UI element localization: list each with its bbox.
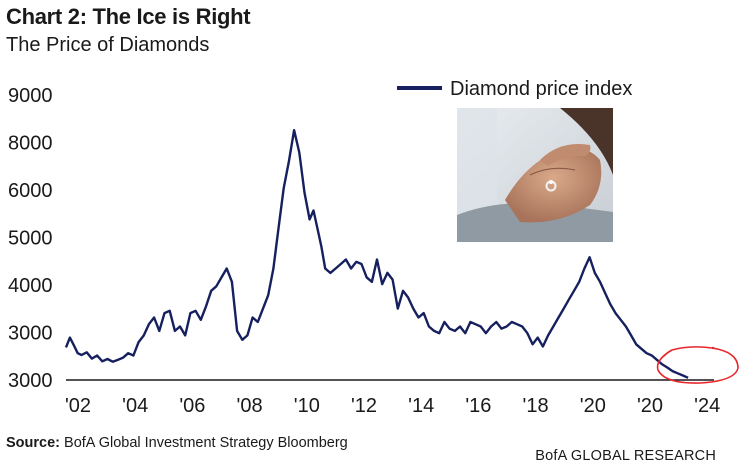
chart-title: Chart 2: The Ice is Right — [6, 4, 251, 29]
x-tick-label: '04 — [122, 395, 148, 417]
brand-label: BofA GLOBAL RESEARCH — [535, 448, 716, 464]
y-tick-label: 6000 — [8, 180, 53, 202]
y-tick-label: 5000 — [8, 228, 53, 250]
diamond-price-line — [64, 129, 689, 379]
x-tick-label: '16 — [465, 395, 491, 417]
source-text: BofA Global Investment Strategy Bloomber… — [64, 435, 348, 451]
y-tick-label: 8000 — [8, 133, 53, 155]
x-tick-label: '20 — [580, 395, 606, 417]
y-tick-label: 3000 — [8, 323, 53, 345]
source-note: Source: BofA Global Investment Strategy … — [6, 435, 348, 451]
chart-subtitle: The Price of Diamonds — [6, 34, 210, 56]
x-tick-label: '06 — [179, 395, 205, 417]
red-circle-annotation — [656, 346, 739, 384]
legend-label: Diamond price index — [450, 78, 632, 100]
x-tick-label: '08 — [237, 395, 263, 417]
x-tick-label: '20 — [637, 395, 663, 417]
x-tick-label: '10 — [294, 395, 320, 417]
y-tick-label: 4000 — [8, 275, 53, 297]
diamond-ring-photo — [457, 108, 613, 242]
x-tick-label: '12 — [351, 395, 377, 417]
y-tick-label: 3000 — [8, 370, 53, 392]
x-tick-label: '24 — [694, 395, 720, 417]
x-tick-label: '14 — [408, 395, 434, 417]
x-axis-ticks: '02 '04 '06 '08 '10 '12 '14 '16 '18 '20 '20 '24 — [65, 395, 720, 417]
y-tick-label: 9000 — [8, 85, 53, 107]
source-label: Source: — [6, 435, 60, 451]
x-tick-label: '18 — [523, 395, 549, 417]
legend: Diamond price index — [397, 78, 632, 100]
x-tick-label: '02 — [65, 395, 91, 417]
y-axis-ticks: 9000 8000 6000 5000 4000 3000 3000 — [8, 85, 53, 392]
